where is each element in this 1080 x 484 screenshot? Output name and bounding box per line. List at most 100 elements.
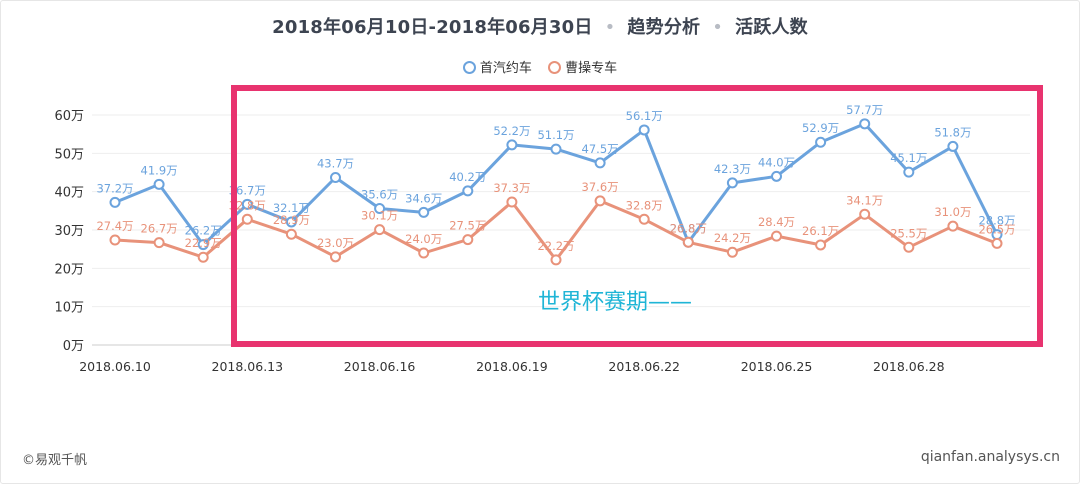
data-point <box>506 139 518 151</box>
data-label: 34.6万 <box>405 191 442 205</box>
data-point <box>109 196 121 208</box>
title-date-range: 2018年06月10日-2018年06月30日 <box>272 17 593 38</box>
data-label: 24.2万 <box>714 231 751 245</box>
data-label: 35.6万 <box>361 188 398 202</box>
data-label: 42.3万 <box>714 162 751 176</box>
legend-label-shouqi: 首汽约车 <box>479 61 532 76</box>
data-point <box>815 136 827 148</box>
data-point <box>374 203 386 215</box>
data-label: 26.8万 <box>670 221 707 235</box>
data-point <box>418 206 430 218</box>
data-label: 37.3万 <box>493 181 530 195</box>
legend-item-caocao[interactable]: 曹操专车 <box>548 57 617 76</box>
chart-legend: 首汽约车 曹操专车 <box>0 57 1080 76</box>
y-tick-label: 30万 <box>54 224 84 239</box>
data-point <box>506 196 518 208</box>
data-point <box>771 230 782 242</box>
data-point <box>374 224 386 236</box>
data-label: 57.7万 <box>846 103 883 117</box>
data-label: 28.9万 <box>273 213 310 227</box>
data-point <box>638 213 650 225</box>
title-separator-1: • <box>604 17 616 38</box>
title-metric: 活跃人数 <box>735 17 808 38</box>
data-point <box>153 178 165 190</box>
legend-item-shouqi[interactable]: 首汽约车 <box>462 57 532 76</box>
legend-circle-icon <box>548 61 562 74</box>
title-separator-2: • <box>712 17 724 38</box>
data-label: 47.5万 <box>582 142 619 156</box>
data-point <box>859 118 871 130</box>
data-label: 26.5万 <box>978 222 1015 236</box>
data-point <box>815 239 827 251</box>
data-label: 41.9万 <box>141 163 178 177</box>
data-point <box>859 208 871 220</box>
data-point <box>418 247 430 259</box>
legend-label-caocao: 曹操专车 <box>565 61 618 76</box>
data-label: 32.1万 <box>273 201 310 215</box>
data-label: 28.8万 <box>978 214 1015 228</box>
y-tick-label: 20万 <box>54 262 84 277</box>
source-watermark-right: qianfan.analysys.cn <box>920 449 1060 465</box>
data-label: 56.1万 <box>626 109 663 123</box>
data-label: 23.0万 <box>317 236 354 250</box>
data-label: 43.7万 <box>317 156 354 170</box>
data-label: 40.2万 <box>449 170 486 184</box>
data-point <box>638 124 650 136</box>
data-label: 27.4万 <box>96 219 133 233</box>
data-label: 25.5万 <box>890 226 927 240</box>
data-label: 24.0万 <box>405 232 442 246</box>
x-tick-label: 2018.06.25 <box>741 359 813 374</box>
data-label: 28.4万 <box>758 215 795 229</box>
x-tick-label: 2018.06.22 <box>608 359 680 374</box>
chart-title: 2018年06月10日-2018年06月30日 • 趋势分析 • 活跃人数 <box>0 13 1080 39</box>
title-section: 趋势分析 <box>627 17 701 38</box>
data-label: 51.1万 <box>537 128 574 142</box>
data-label: 27.5万 <box>449 219 486 233</box>
data-point <box>153 237 165 249</box>
data-point <box>109 234 121 246</box>
data-point <box>550 254 562 266</box>
data-label: 31.0万 <box>934 205 971 219</box>
legend-circle-icon <box>462 61 476 74</box>
x-tick-label: 2018.06.10 <box>79 359 151 374</box>
data-label: 36.7万 <box>229 183 266 197</box>
data-label: 37.2万 <box>96 181 133 195</box>
data-point <box>726 177 738 189</box>
data-point <box>726 246 738 258</box>
y-tick-label: 40万 <box>54 186 84 201</box>
data-point <box>594 195 606 207</box>
y-tick-label: 50万 <box>54 147 84 162</box>
data-label: 44.0万 <box>758 155 795 169</box>
data-label: 26.7万 <box>141 222 178 236</box>
data-label: 26.2万 <box>185 224 222 238</box>
data-label: 51.8万 <box>934 125 971 139</box>
x-tick-label: 2018.06.13 <box>212 359 284 374</box>
data-point <box>550 143 562 155</box>
data-point <box>197 251 209 263</box>
x-tick-label: 2018.06.19 <box>476 359 548 374</box>
world-cup-highlight-box <box>231 85 1043 347</box>
data-label: 45.1万 <box>890 151 927 165</box>
data-label: 34.1万 <box>846 193 883 207</box>
x-tick-label: 2018.06.28 <box>873 359 945 374</box>
data-label: 26.1万 <box>802 224 839 238</box>
data-label: 26.8万 <box>670 221 707 235</box>
data-point <box>947 220 959 232</box>
data-point <box>947 140 959 152</box>
data-point <box>197 239 209 251</box>
data-point <box>903 166 915 178</box>
data-point <box>330 251 341 263</box>
data-point <box>285 228 297 240</box>
data-point <box>991 237 1003 249</box>
data-point <box>241 198 253 210</box>
world-cup-annotation: 世界杯赛期—— <box>538 290 692 315</box>
y-tick-label: 0万 <box>63 339 84 354</box>
source-watermark-left: ©易观千帆 <box>22 453 88 468</box>
data-point <box>594 157 606 169</box>
data-point <box>462 234 474 246</box>
data-label: 30.1万 <box>361 209 398 223</box>
data-point <box>241 213 253 225</box>
data-label: 32.8万 <box>626 198 663 212</box>
data-label: 52.9万 <box>802 121 839 135</box>
